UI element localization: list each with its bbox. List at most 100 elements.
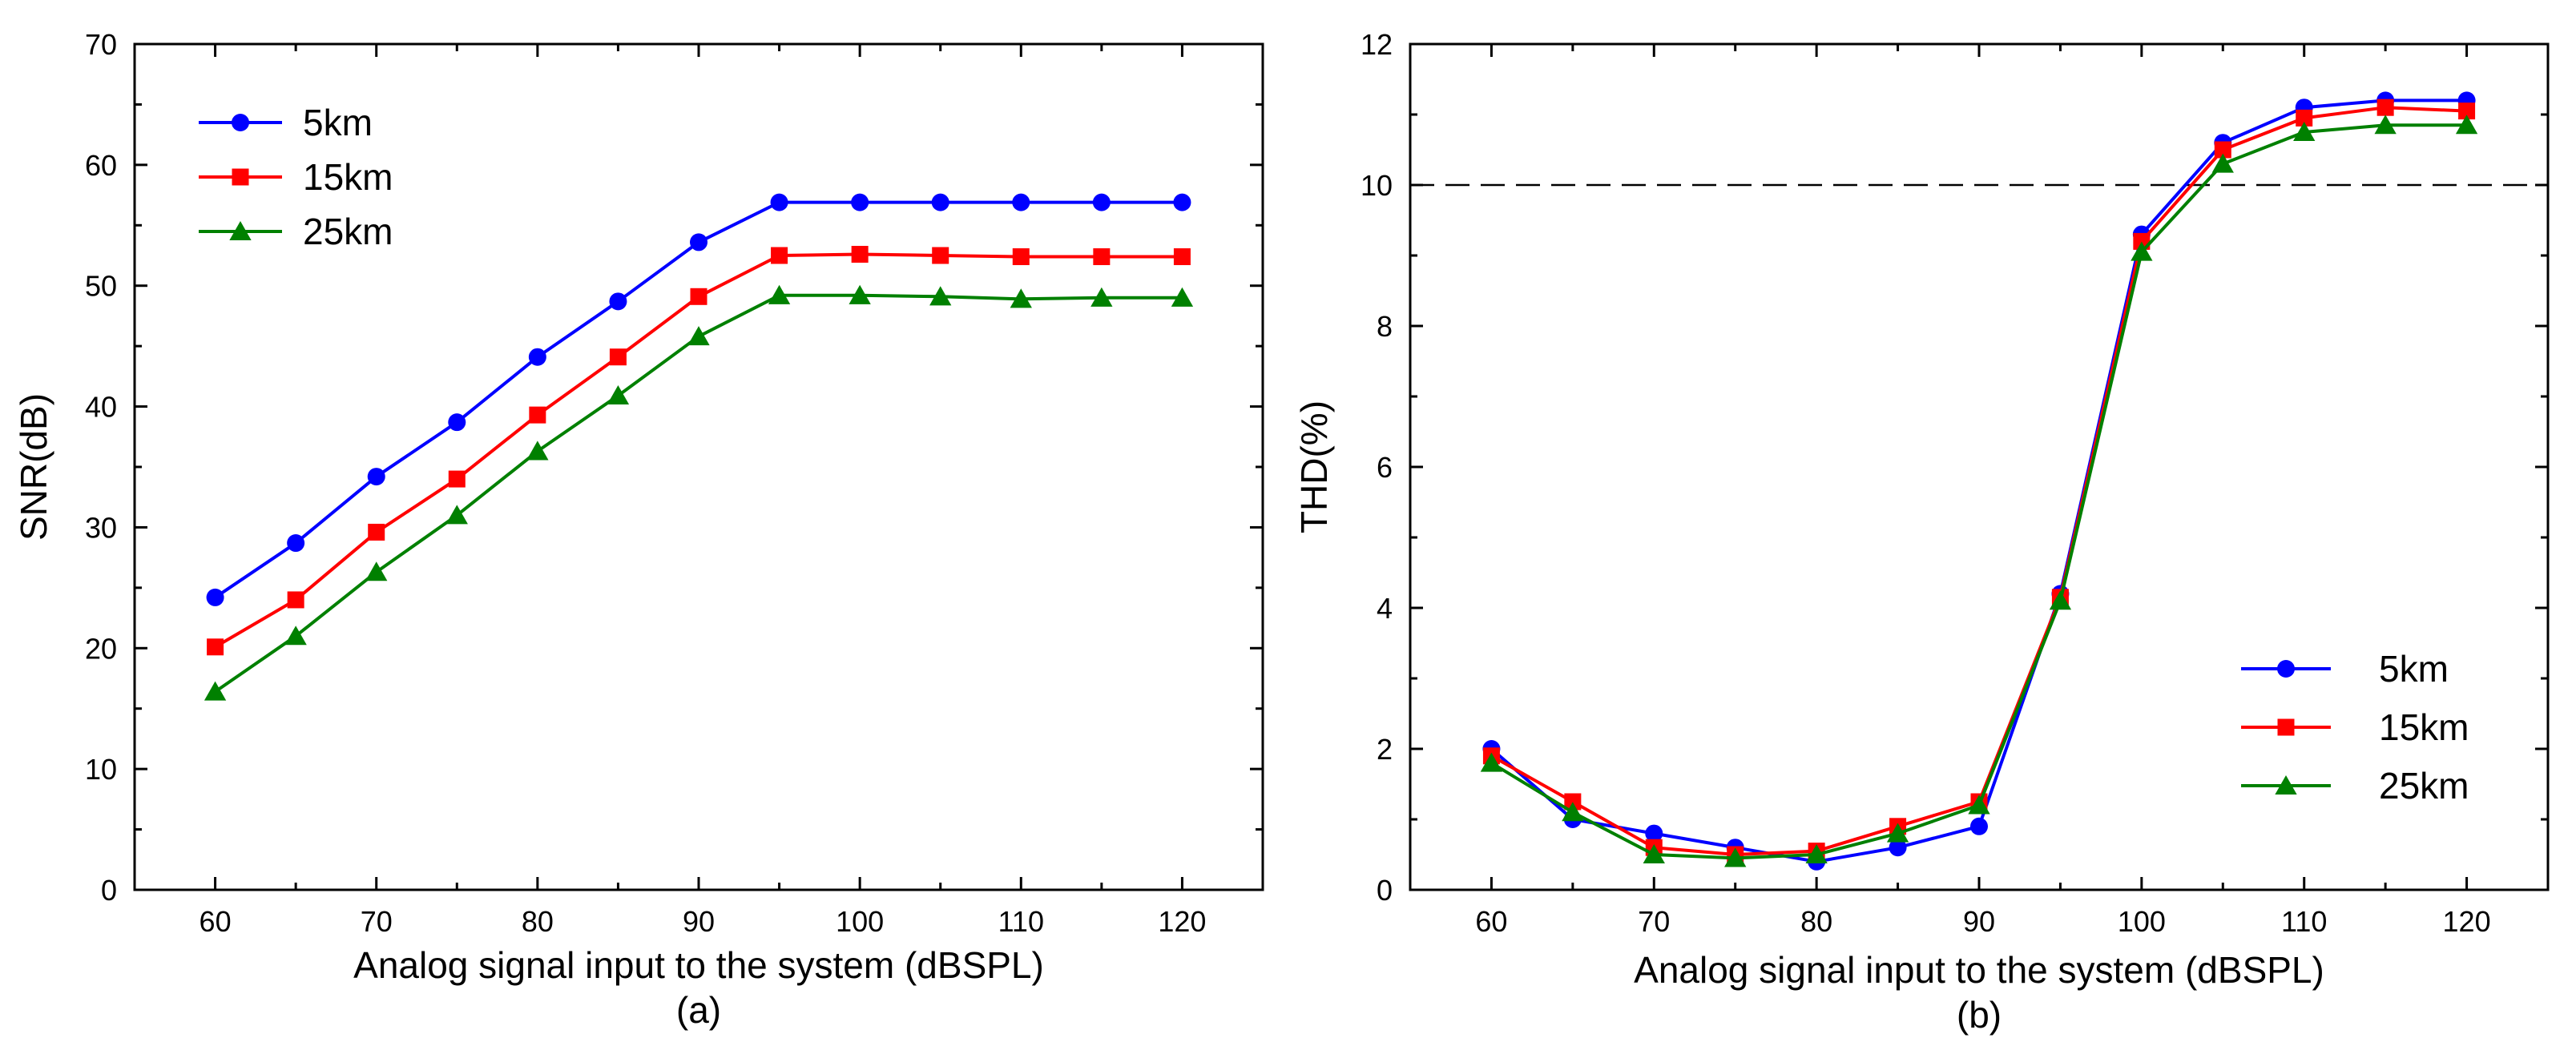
y-axis-title-b: THD(%) <box>1293 400 1335 533</box>
data-point-25km-b <box>2211 153 2234 173</box>
y-tick-label-a: 30 <box>85 511 117 544</box>
x-tick-label-b: 70 <box>1638 905 1670 938</box>
y-tick-label-a: 20 <box>85 632 117 665</box>
legend-label-5km-a: 5km <box>303 102 373 143</box>
legend-label-5km-b: 5km <box>2379 648 2449 690</box>
data-point-15km-a <box>771 247 788 264</box>
data-point-15km-a <box>609 348 627 366</box>
data-point-25km-a <box>1090 287 1113 307</box>
y-tick-label-a: 40 <box>85 391 117 424</box>
data-point-25km-b <box>1562 802 1584 822</box>
series-line-5km-b <box>1490 99 2467 863</box>
data-point-15km-b <box>2214 141 2231 159</box>
data-point-5km-a <box>1173 193 1191 211</box>
data-point-25km-a <box>445 505 468 525</box>
legend-marker-5km-b <box>2277 660 2295 678</box>
data-point-5km-b <box>1970 817 1988 835</box>
y-tick-label-a: 0 <box>101 874 117 907</box>
data-point-15km-a <box>368 523 385 541</box>
data-point-25km-b <box>1643 844 1665 864</box>
series-line-25km-b <box>1490 123 2467 860</box>
data-point-5km-a <box>1092 193 1111 211</box>
legend-marker-15km-b <box>2277 718 2295 736</box>
data-point-5km-a <box>448 413 466 432</box>
data-point-15km-a <box>287 591 304 609</box>
legend-label-25km-a: 25km <box>303 211 393 252</box>
legend-label-15km-b: 15km <box>2379 706 2469 748</box>
data-point-25km-a <box>284 626 307 646</box>
data-point-5km-a <box>931 193 949 211</box>
data-point-5km-a <box>1012 193 1030 211</box>
data-point-25km-b <box>1886 823 1909 843</box>
legend-marker-25km-b <box>2275 775 2297 795</box>
x-tick-label-b: 90 <box>1963 905 1995 938</box>
data-point-15km-a <box>932 247 949 264</box>
series-line-5km-a <box>214 200 1183 599</box>
data-point-5km-a <box>287 534 305 553</box>
x-axis-title-a: Analog signal input to the system (dBSPL… <box>353 944 1044 986</box>
data-point-5km-a <box>690 233 707 251</box>
legend-marker-25km-a <box>229 221 252 241</box>
legend-marker-15km-a <box>232 168 249 186</box>
data-point-15km-a <box>1012 248 1030 266</box>
y-tick-label-b: 2 <box>1377 733 1393 766</box>
plot-frame-b <box>1409 42 2550 891</box>
panel-caption-b: (b) <box>1957 994 2002 1036</box>
x-tick-label-a: 70 <box>361 905 393 938</box>
data-point-25km-b <box>2293 122 2316 142</box>
data-point-15km-b <box>1564 793 1582 811</box>
x-tick-label-b: 110 <box>2281 905 2327 938</box>
data-point-5km-b <box>1645 824 1663 843</box>
panel-a: 60 70 80 90 100 110 120 0 10 20 30 40 50 60 70 Analog s… <box>13 28 1264 1031</box>
data-point-15km-a <box>529 406 546 424</box>
y-tick-label-a: 60 <box>85 149 117 182</box>
data-point-15km-a <box>851 245 869 263</box>
y-tick-label-a: 50 <box>85 270 117 303</box>
data-point-5km-a <box>528 348 546 366</box>
legend-marker-5km-a <box>232 114 249 131</box>
legend-label-25km-b: 25km <box>2379 765 2469 807</box>
series-line-25km-a <box>214 293 1183 694</box>
x-tick-label-a: 100 <box>836 905 884 938</box>
data-point-25km-b <box>2049 590 2072 610</box>
panel-b: 60 70 80 90 100 110 120 0 2 4 6 8 10 12 Analog signal … <box>1293 28 2550 1036</box>
data-point-15km-a <box>1093 248 1111 266</box>
series-line-15km-b <box>1490 106 2467 856</box>
y-tick-label-b: 12 <box>1361 28 1393 61</box>
data-point-15km-b <box>2376 99 2394 116</box>
data-point-25km-b <box>1724 847 1747 867</box>
y-axis-title-a: SNR(dB) <box>13 393 54 541</box>
y-tick-label-a: 10 <box>85 753 117 786</box>
data-point-25km-a <box>607 384 630 405</box>
y-tick-label-b: 0 <box>1377 874 1393 907</box>
data-point-25km-b <box>1968 795 1990 815</box>
y-tick-label-a: 70 <box>85 28 117 61</box>
x-tick-label-b: 80 <box>1800 905 1832 938</box>
data-point-5km-b <box>1889 839 1907 857</box>
data-point-25km-a <box>768 284 791 304</box>
data-point-25km-a <box>526 441 549 461</box>
data-point-15km-a <box>1173 248 1191 266</box>
series-line-15km-a <box>214 252 1183 649</box>
panel-caption-a: (a) <box>676 989 721 1031</box>
x-tick-label-b: 100 <box>2118 905 2166 938</box>
data-point-25km-a <box>687 326 710 346</box>
x-tick-label-a: 80 <box>522 905 554 938</box>
data-point-5km-a <box>367 468 385 486</box>
y-tick-label-b: 8 <box>1377 310 1393 343</box>
x-tick-label-b: 120 <box>2443 905 2491 938</box>
data-point-25km-a <box>1010 288 1032 308</box>
x-tick-label-b: 60 <box>1475 905 1507 938</box>
data-point-25km-b <box>2131 241 2153 261</box>
data-point-25km-a <box>1171 287 1194 307</box>
data-point-15km-a <box>448 470 466 488</box>
data-point-25km-a <box>929 286 952 306</box>
data-point-5km-a <box>206 588 224 606</box>
data-point-5km-a <box>770 193 788 211</box>
data-point-5km-a <box>851 193 869 211</box>
data-point-25km-b <box>1805 844 1828 864</box>
y-tick-label-b: 10 <box>1361 169 1393 202</box>
data-point-25km-b <box>1480 752 1503 772</box>
y-tick-label-b: 4 <box>1377 592 1393 625</box>
